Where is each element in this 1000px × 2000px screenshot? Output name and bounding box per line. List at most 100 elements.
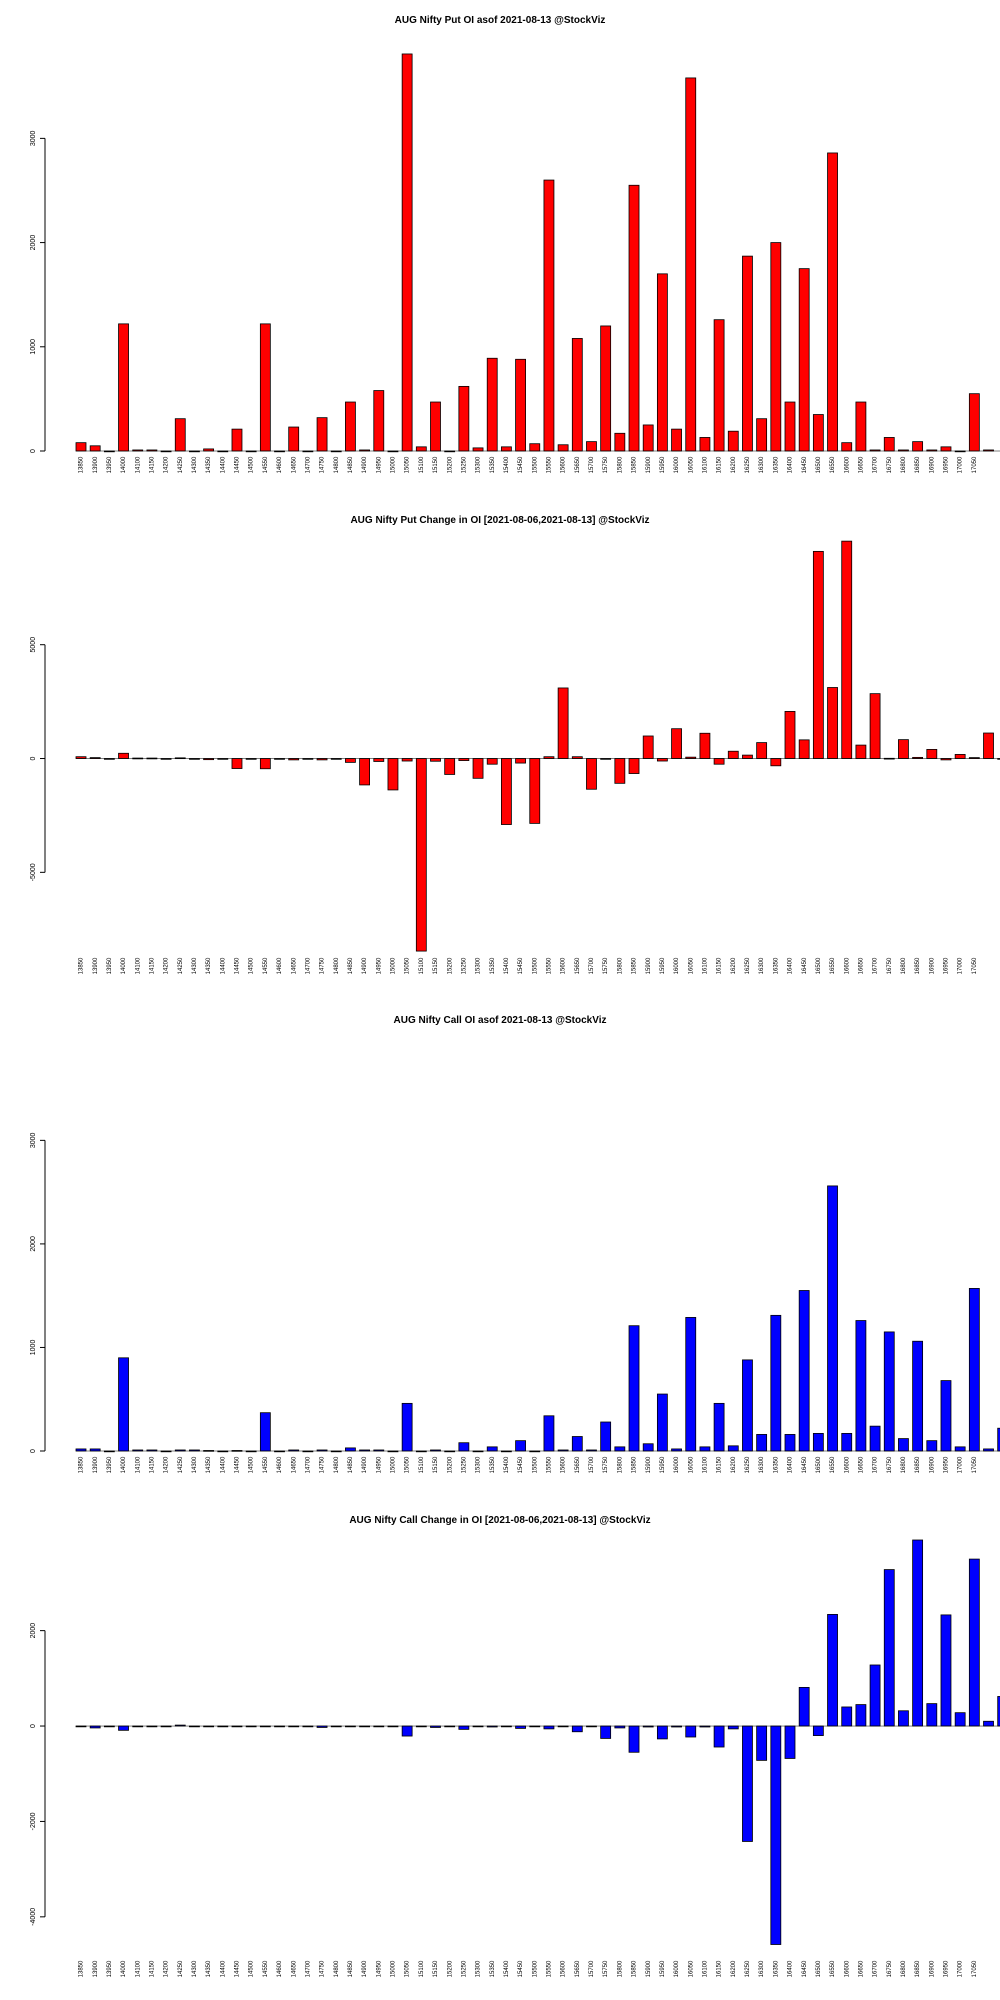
x-tick-label: 14850	[348, 456, 354, 473]
x-tick-label: 16200	[731, 456, 737, 473]
x-tick-label: 16850	[915, 957, 921, 974]
bar-16150	[713, 1402, 725, 1452]
y-tick-label: -4000	[30, 1908, 37, 1926]
bar-14900	[359, 758, 371, 786]
bar-15850	[628, 758, 640, 774]
x-tick-label: 15600	[561, 1960, 567, 1977]
x-tick-label: 16650	[858, 1960, 864, 1977]
x-tick-label: 16050	[688, 1456, 694, 1473]
x-tick-label: 16250	[745, 957, 751, 974]
x-tick-label: 16650	[858, 957, 864, 974]
x-tick-label: 14800	[334, 1960, 340, 1977]
x-tick-label: 14800	[334, 1456, 340, 1473]
bar-15800	[614, 432, 626, 452]
x-tick-label: 15200	[447, 957, 453, 974]
bar-15650	[571, 756, 583, 759]
x-tick-label: 16800	[901, 456, 907, 473]
x-tick-label: 14750	[320, 456, 326, 473]
y-tick-label: 5000	[30, 637, 37, 653]
x-tick-label: 14950	[376, 1960, 382, 1977]
bar-16750	[883, 1331, 895, 1452]
x-tick-label: 15150	[433, 957, 439, 974]
bar-16100	[699, 732, 711, 759]
x-tick-label: 14700	[305, 957, 311, 974]
bar-17000	[954, 754, 966, 759]
x-tick-label: 14300	[192, 957, 198, 974]
x-tick-label: 16600	[844, 456, 850, 473]
x-tick-label: 14850	[348, 1960, 354, 1977]
bar-16700	[869, 1664, 881, 1727]
x-tick-label: 16400	[788, 456, 794, 473]
bar-13850	[75, 442, 87, 452]
x-tick-label: 16800	[901, 1456, 907, 1473]
x-tick-label: 16550	[830, 1960, 836, 1977]
x-tick-label: 13950	[107, 957, 113, 974]
bar-16450	[798, 268, 810, 452]
bar-17000	[954, 1712, 966, 1727]
bar-15950	[656, 758, 668, 762]
bar-15800	[614, 1725, 626, 1729]
x-tick-label: 16250	[745, 1456, 751, 1473]
x-tick-label: 16550	[830, 957, 836, 974]
x-tick-label: 15000	[391, 1960, 397, 1977]
x-tick-label: 14450	[235, 1456, 241, 1473]
x-tick-label: 17000	[958, 1960, 964, 1977]
x-tick-label: 14750	[320, 957, 326, 974]
bar-15100	[415, 758, 427, 952]
x-tick-label: 16400	[788, 1960, 794, 1977]
x-tick-label: 14850	[348, 957, 354, 974]
bar-15350	[486, 1446, 498, 1452]
bar-16250	[742, 255, 753, 452]
y-tick-label: 1000	[30, 1340, 37, 1356]
x-tick-label: 14300	[192, 1960, 198, 1977]
bar-16600	[841, 1432, 853, 1452]
x-tick-label: 16000	[674, 1456, 680, 1473]
x-tick-label: 16750	[887, 456, 893, 473]
bar-17050	[968, 393, 980, 452]
x-tick-label: 16400	[788, 957, 794, 974]
bar-15350	[486, 357, 498, 452]
x-tick-label: 16600	[844, 1960, 850, 1977]
bar-15200	[444, 758, 456, 775]
bar-15150	[430, 401, 441, 452]
x-tick-label: 16350	[773, 456, 779, 473]
bar-16500	[812, 1725, 824, 1736]
bar-16550	[827, 1185, 838, 1452]
bar-14450	[231, 758, 243, 769]
x-tick-label: 13900	[93, 1456, 99, 1473]
bar-13850	[75, 1448, 87, 1452]
x-tick-label: 13900	[93, 456, 99, 473]
bar-16400	[784, 401, 796, 452]
x-tick-label: 15100	[419, 1960, 425, 1977]
x-tick-label: 15550	[547, 957, 553, 974]
x-tick-label: 15800	[617, 1960, 623, 1977]
bar-16000	[671, 1448, 682, 1452]
x-tick-label: 15100	[419, 1456, 425, 1473]
bar-14850	[345, 758, 356, 763]
bar-16300	[756, 418, 768, 452]
x-tick-label: 14500	[249, 1456, 255, 1473]
bar-16950	[940, 1380, 952, 1452]
x-tick-label: 15000	[391, 1456, 397, 1473]
bar-16800	[898, 1710, 909, 1727]
bar-16700	[869, 1425, 881, 1452]
bar-17050	[968, 1288, 980, 1452]
x-tick-label: 16150	[717, 957, 723, 974]
bar-13850	[75, 756, 87, 759]
bar-16250	[742, 1725, 753, 1842]
x-tick-label: 14450	[235, 1960, 241, 1977]
x-tick-label: 14200	[164, 456, 170, 473]
x-tick-label: 15000	[391, 957, 397, 974]
x-tick-label: 15500	[532, 456, 538, 473]
bar-15750	[600, 1725, 612, 1739]
x-tick-label: 15600	[561, 456, 567, 473]
x-tick-label: 15250	[461, 456, 467, 473]
x-tick-label: 15650	[575, 957, 581, 974]
bar-16950	[940, 1614, 952, 1727]
bar-15550	[543, 179, 555, 452]
x-tick-label: 15800	[617, 456, 623, 473]
bar-15650	[571, 1436, 583, 1452]
bar-15800	[614, 758, 626, 784]
x-tick-label: 14000	[121, 1456, 127, 1473]
bar-16050	[685, 77, 697, 452]
